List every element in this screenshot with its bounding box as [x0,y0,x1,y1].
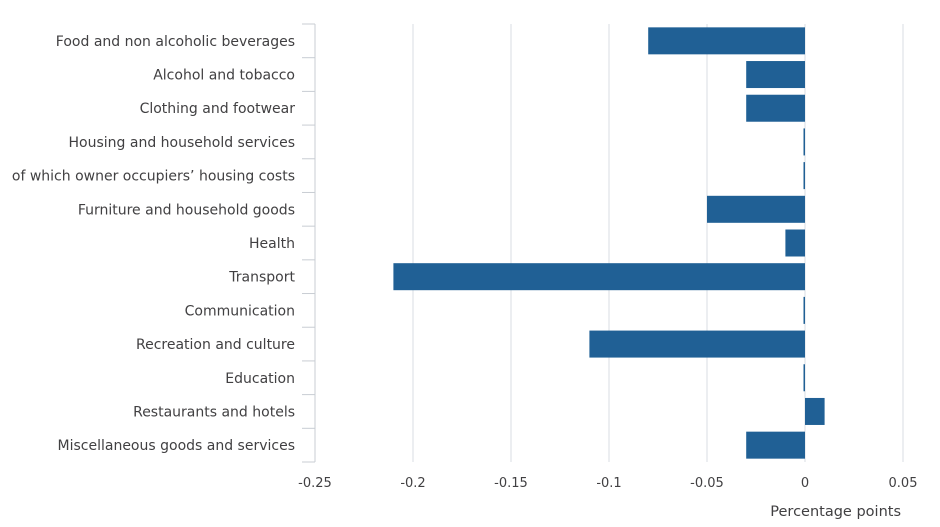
bar [803,128,805,156]
bar [746,94,805,122]
category-label: Food and non alcoholic beverages [56,34,295,50]
bar [707,195,805,223]
category-label: Miscellaneous goods and services [58,438,295,454]
x-axis-title: Percentage points [770,504,901,520]
category-label: Recreation and culture [136,337,295,353]
x-tick-label: 0 [801,476,809,491]
bar [803,162,805,190]
category-label: Housing and household services [69,135,295,151]
x-tick-label: -0.15 [494,476,528,491]
category-label: Communication [185,303,295,319]
bar [393,263,805,291]
x-tick-label: 0.05 [889,476,918,491]
x-tick-label: -0.05 [690,476,724,491]
category-label: Furniture and household goods [78,202,295,218]
x-tick-label: -0.25 [298,476,332,491]
x-tick-label: -0.1 [596,476,621,491]
bar [746,61,805,89]
x-tick-label: -0.2 [400,476,425,491]
y-axis [302,23,316,463]
category-label: Clothing and footwear [140,101,296,117]
bar [803,296,805,324]
bar [785,229,805,257]
bar [805,397,825,425]
bar [648,27,805,55]
category-label: Health [249,236,295,252]
bars [393,27,825,459]
x-tick-labels: -0.25 -0.2 -0.15 -0.1 -0.05 0 0.05 [298,476,917,491]
gridlines [412,24,904,462]
category-label: Alcohol and tobacco [153,68,295,84]
category-label: of which owner occupiers’ housing costs [12,169,295,185]
bar [589,330,805,358]
category-labels: Food and non alcoholic beverages Alcohol … [12,34,296,454]
category-label: Education [225,371,295,387]
category-label: Transport [228,270,295,286]
category-label: Restaurants and hotels [133,404,295,420]
bar [746,431,805,459]
bar [803,364,805,392]
